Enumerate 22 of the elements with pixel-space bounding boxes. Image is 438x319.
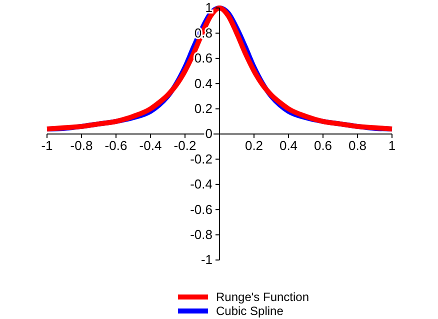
y-tick-label: -0.6: [190, 202, 212, 217]
x-tick-label: -0.8: [70, 138, 93, 154]
y-tick-label: -0.4: [190, 176, 212, 192]
legend-label: Runge's Function: [216, 290, 310, 304]
x-tick-label: -0.2: [174, 138, 196, 154]
y-tick-label: -0.8: [190, 226, 212, 242]
x-tick-label: -0.6: [104, 138, 128, 154]
x-tick-label: 0.6: [314, 138, 332, 154]
y-tick-label: 0: [205, 126, 212, 142]
y-tick-label: 1: [205, 0, 212, 16]
legend-label: Cubic Spline: [216, 304, 284, 318]
x-tick-label: 0.2: [244, 138, 264, 154]
y-tick-label: -1: [200, 252, 212, 268]
x-tick-label: 0.8: [348, 138, 367, 154]
y-tick-label: -0.2: [190, 151, 212, 166]
x-tick-label: 0.4: [279, 138, 298, 154]
x-tick-label: -1: [41, 138, 53, 154]
x-tick-label: -0.4: [139, 138, 162, 154]
x-tick-label: 1: [388, 138, 396, 154]
y-tick-label: 0.4: [194, 76, 212, 91]
y-tick-label: 0.2: [194, 100, 212, 116]
y-tick-label: 0.6: [194, 50, 212, 66]
